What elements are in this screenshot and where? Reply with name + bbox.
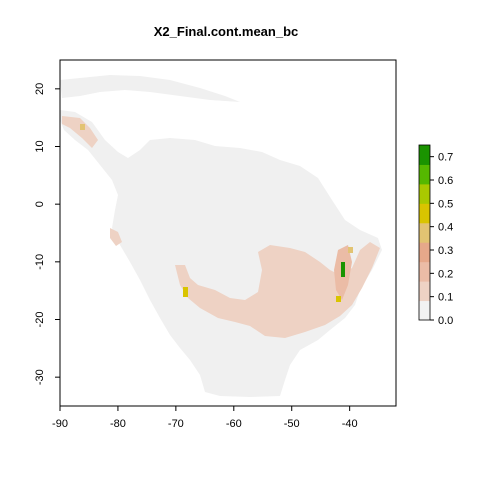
y-tick-label: 20 xyxy=(34,83,46,95)
legend-color-swatch xyxy=(419,164,430,185)
legend-tick-label: 0.5 xyxy=(438,198,453,210)
x-tick-label: -50 xyxy=(284,418,300,430)
legend-tick-label: 0.0 xyxy=(438,315,453,327)
hotspot-andes xyxy=(183,287,188,297)
x-tick-label: -70 xyxy=(168,418,184,430)
legend-tick-label: 0.7 xyxy=(438,152,453,164)
y-tick-label: -10 xyxy=(34,254,46,270)
mainland xyxy=(60,110,382,397)
hotspot-central-america xyxy=(80,124,85,130)
y-tick-label: -30 xyxy=(34,369,46,385)
color-legend: 0.7 0.6 0.5 0.4 0.3 0.2 0.1 0.0 xyxy=(418,144,453,327)
y-tick-label: 10 xyxy=(34,140,46,152)
y-tick-label: 0 xyxy=(34,201,46,207)
legend-color-swatch xyxy=(419,222,430,243)
x-tick-label: -60 xyxy=(226,418,242,430)
hotspot-east-2 xyxy=(348,247,353,253)
legend-tick-label: 0.1 xyxy=(438,292,453,304)
caribbean-land xyxy=(60,75,240,102)
heat-region-central-america xyxy=(62,116,98,148)
legend-tick-label: 0.6 xyxy=(438,175,453,187)
legend-tick-label: 0.3 xyxy=(438,245,453,257)
x-axis: -90 -80 -70 -60 -50 -40 xyxy=(52,406,358,430)
legend-tick-label: 0.2 xyxy=(438,268,453,280)
plot-frame xyxy=(59,59,397,407)
y-tick-label: -20 xyxy=(34,312,46,328)
legend-color-swatch xyxy=(419,145,430,165)
map-area xyxy=(60,75,382,397)
hotspot-east-1 xyxy=(341,262,345,277)
legend-tick-label: 0.4 xyxy=(438,222,453,234)
legend-frame xyxy=(418,144,431,321)
hotspot-east-3 xyxy=(336,296,341,302)
heat-region-central xyxy=(175,242,380,338)
x-tick-label: -90 xyxy=(52,418,68,430)
x-tick-label: -80 xyxy=(110,418,126,430)
y-axis: 20 10 0 -10 -20 -30 xyxy=(34,83,60,385)
legend-color-swatch xyxy=(419,261,430,282)
legend-color-swatch xyxy=(419,203,430,224)
plot-title: X2_Final.cont.mean_bc xyxy=(154,24,299,39)
x-tick-label: -40 xyxy=(342,418,358,430)
legend-color-swatch xyxy=(419,242,430,263)
heat-region-andes-north xyxy=(110,228,122,246)
legend-color-swatch xyxy=(419,300,430,321)
legend-color-swatch xyxy=(419,183,430,204)
legend-color-swatch xyxy=(419,281,430,302)
